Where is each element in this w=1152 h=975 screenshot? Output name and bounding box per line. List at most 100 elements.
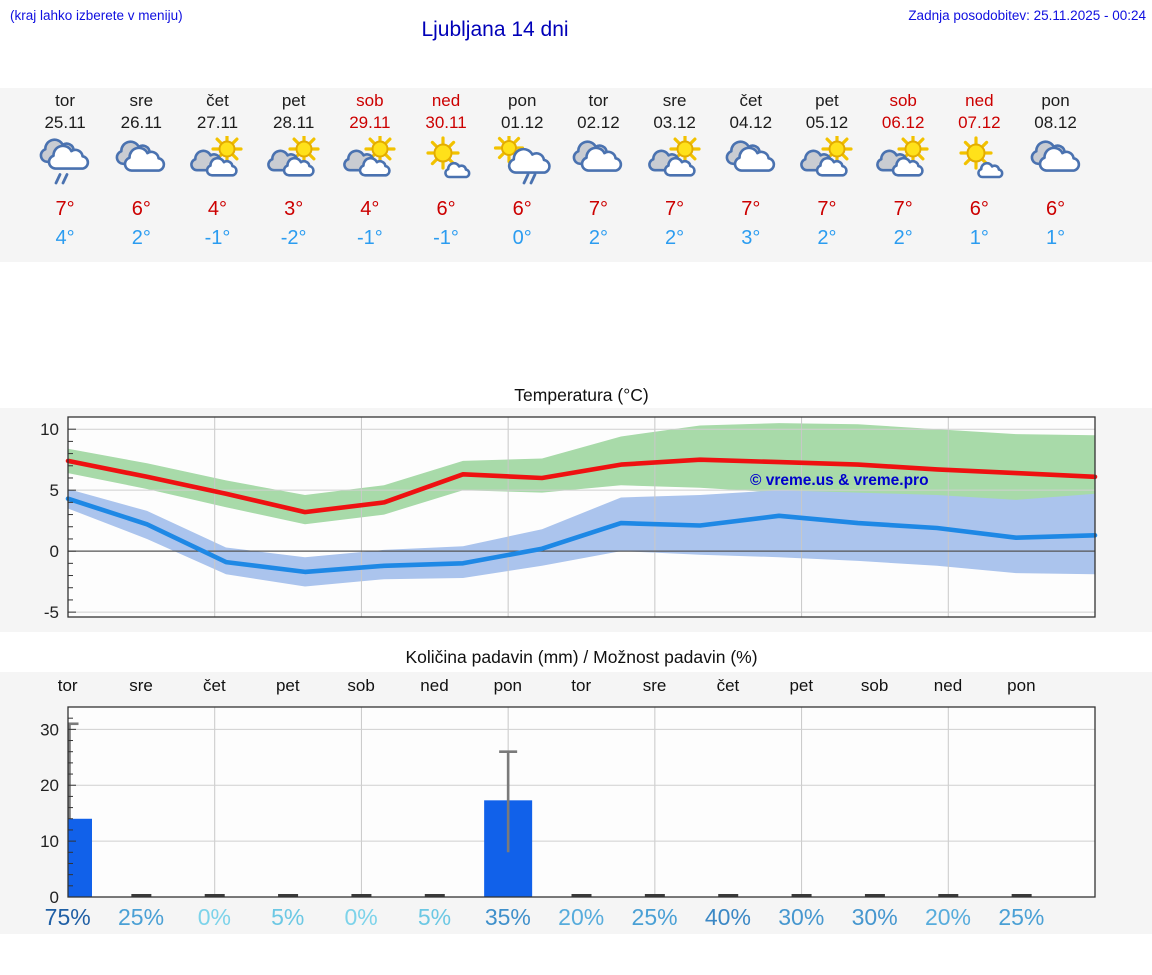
- day-column[interactable]: sob 06.12 7° 2°: [865, 90, 941, 252]
- precip-probability: 40%: [704, 904, 751, 930]
- day-high-temp: 7°: [893, 198, 913, 220]
- day-high-temp: 6°: [969, 198, 989, 220]
- day-name: sre: [662, 91, 687, 110]
- precip-zero-mark: [424, 894, 445, 897]
- last-updated-text: Zadnja posodobitev: 25.11.2025 - 00:24: [908, 8, 1146, 23]
- day-name: sre: [129, 91, 154, 110]
- day-column[interactable]: tor 02.12 7° 2°: [560, 90, 636, 252]
- precip-probability: 30%: [851, 904, 898, 930]
- day-column[interactable]: sre 26.11 6° 2°: [103, 90, 179, 252]
- day-high-temp: 6°: [512, 198, 532, 220]
- cloud-rain-icon: [27, 134, 103, 194]
- day-name: ned: [431, 91, 461, 110]
- day-column[interactable]: pet 05.12 7° 2°: [789, 90, 865, 252]
- precip-day-label: ned: [933, 676, 963, 695]
- day-low-temp: -2°: [280, 227, 307, 249]
- day-name: pon: [508, 91, 537, 110]
- sun-cloud-icon: [789, 134, 865, 194]
- day-low-temp: 2°: [665, 227, 685, 249]
- precip-probability: 0%: [344, 904, 378, 930]
- precip-zero-mark: [204, 894, 225, 897]
- precip-day-label: sre: [129, 676, 153, 695]
- copyright-watermark[interactable]: © vreme.us & vreme.pro: [750, 472, 929, 489]
- precip-day-label: čet: [203, 676, 226, 695]
- day-high-temp: 7°: [588, 198, 608, 220]
- page-title: Ljubljana 14 dni: [421, 18, 569, 41]
- cloudy-icon: [1017, 134, 1093, 194]
- sun-small-cloud-icon: [941, 134, 1017, 194]
- sun-cloud-icon: [865, 134, 941, 194]
- precip-plot-area: [68, 707, 1095, 897]
- day-high-temp: 6°: [1045, 198, 1066, 220]
- day-name: pet: [281, 91, 306, 110]
- day-high-temp: 4°: [207, 198, 228, 220]
- sun-cloud-icon: [332, 134, 408, 194]
- day-column[interactable]: pet 28.11 3° -2°: [256, 90, 332, 252]
- precip-bar: [68, 818, 92, 897]
- day-low-temp: 0°: [512, 227, 532, 249]
- day-date: 29.11: [349, 113, 391, 132]
- day-name: pon: [1041, 91, 1070, 110]
- cloudy-icon: [560, 134, 636, 194]
- day-column[interactable]: pon 08.12 6° 1°: [1017, 90, 1093, 252]
- day-column[interactable]: sre 03.12 7° 2°: [637, 90, 713, 252]
- day-date: 06.12: [881, 113, 925, 132]
- precip-probability: 35%: [484, 904, 531, 930]
- day-low-temp: 3°: [741, 227, 761, 249]
- precip-day-label: pet: [275, 676, 300, 695]
- day-name: sob: [356, 91, 384, 110]
- day-column[interactable]: ned 07.12 6° 1°: [941, 90, 1017, 252]
- precip-day-label: pon: [1007, 676, 1036, 695]
- precip-zero-mark: [571, 894, 592, 897]
- precip-zero-mark: [864, 894, 885, 897]
- precip-zero-mark: [938, 894, 959, 897]
- day-column[interactable]: čet 27.11 4° -1°: [179, 90, 255, 252]
- day-date: 05.12: [805, 113, 849, 132]
- day-column[interactable]: sob 29.11 4° -1°: [332, 90, 408, 252]
- day-column[interactable]: pon 01.12 6° 0°: [484, 90, 560, 252]
- precip-probability: 25%: [998, 904, 1045, 930]
- day-date: 04.12: [729, 113, 773, 132]
- precip-day-label: tor: [571, 676, 592, 695]
- day-high-temp: 7°: [741, 198, 761, 220]
- forecast-strip-background: [0, 88, 1152, 262]
- day-high-temp: 7°: [665, 198, 685, 220]
- day-date: 03.12: [653, 113, 696, 132]
- day-column[interactable]: čet 04.12 7° 3°: [713, 90, 789, 252]
- precip-plot-frame: [67, 706, 1096, 898]
- y-tick-label: 5: [50, 481, 59, 500]
- day-high-temp: 7°: [55, 198, 75, 220]
- day-column[interactable]: ned 30.11 6° -1°: [408, 90, 484, 252]
- precip-zero-mark: [718, 894, 739, 897]
- day-name: tor: [588, 91, 609, 110]
- day-date: 30.11: [425, 113, 467, 132]
- day-date: 27.11: [196, 113, 239, 132]
- day-name: pet: [815, 91, 839, 110]
- precip-day-label: sre: [642, 676, 667, 695]
- sun-cloud-icon: [179, 134, 255, 194]
- day-date: 28.11: [273, 113, 315, 132]
- precip-probability: 20%: [558, 904, 605, 930]
- day-low-temp: 2°: [817, 227, 837, 249]
- precip-day-label: pon: [493, 676, 523, 695]
- sun-cloud-icon: [637, 134, 713, 194]
- day-name: sob: [889, 91, 917, 110]
- temperature-chart-title: Temperatura (°C): [514, 385, 649, 405]
- sun-cloud-icon: [256, 134, 332, 194]
- y-tick-label: -5: [44, 603, 59, 622]
- y-tick-label: 30: [40, 720, 59, 739]
- precip-probability: 0%: [197, 904, 232, 930]
- precip-probability: 20%: [924, 904, 972, 930]
- day-column[interactable]: tor 25.11 7° 4°: [27, 90, 103, 252]
- y-tick-label: 10: [40, 832, 59, 851]
- day-low-temp: 1°: [1045, 227, 1066, 249]
- precip-probability: 25%: [118, 904, 165, 930]
- day-date: 08.12: [1034, 113, 1077, 132]
- day-high-temp: 3°: [284, 198, 304, 220]
- day-date: 26.11: [120, 113, 162, 132]
- day-low-temp: 4°: [55, 227, 75, 249]
- daily-forecast-row: tor 25.11 7° 4° sre 26.11 6° 2° čet 27.11 4° -1° pet…: [27, 90, 1094, 252]
- max-range-band: [68, 423, 1095, 525]
- day-low-temp: 2°: [893, 227, 913, 249]
- y-tick-label: 0: [50, 542, 59, 561]
